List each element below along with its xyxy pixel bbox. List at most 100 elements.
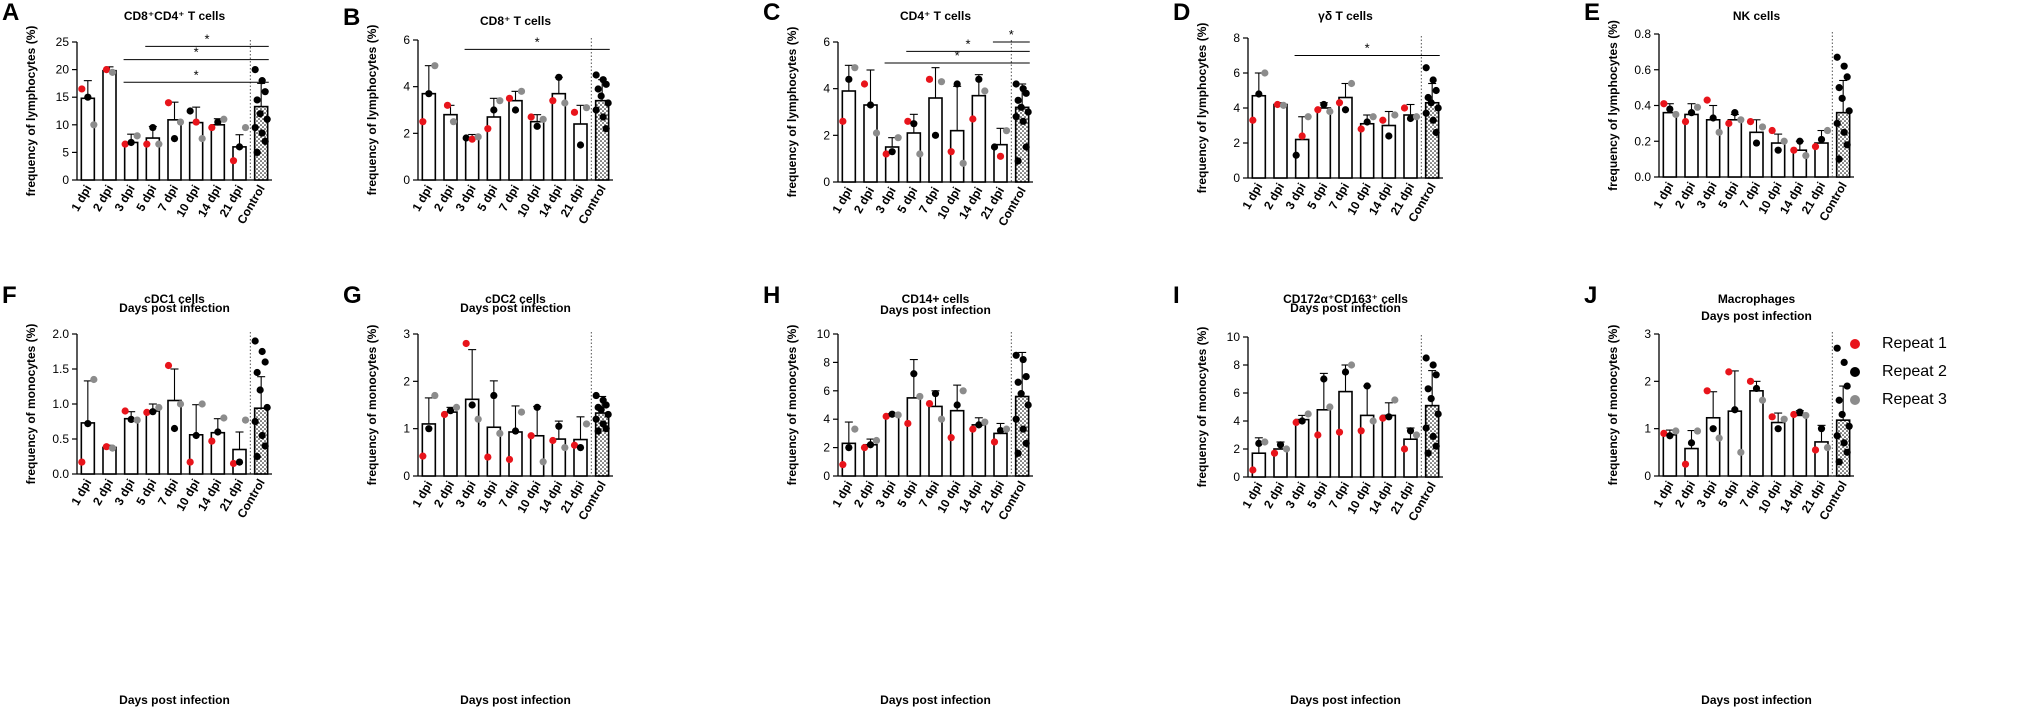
x-tick-label: 2 dpi	[851, 185, 877, 216]
significance-marker: *	[965, 36, 970, 51]
y-tick-label: 0.5	[52, 432, 69, 446]
legend-item-repeat-2: Repeat 2	[1850, 358, 1947, 386]
y-tick-label: 4	[823, 82, 830, 96]
data-point	[1774, 146, 1782, 154]
panel-letter: D	[1173, 0, 1190, 26]
data-point	[1843, 73, 1851, 81]
bar	[210, 124, 226, 181]
data-point	[1709, 114, 1717, 122]
data-point	[443, 101, 452, 109]
bar	[253, 407, 269, 475]
bar	[167, 119, 182, 181]
data-point	[931, 390, 940, 398]
data-point	[1752, 384, 1761, 393]
bar	[1705, 119, 1721, 178]
x-tick-label: 3 dpi	[112, 183, 138, 214]
x-tick-label: 2 dpi	[1261, 181, 1287, 212]
data-point	[1270, 449, 1279, 457]
bar	[1403, 114, 1418, 179]
y-tick-label: 25	[56, 35, 70, 49]
x-tick-label: 1 dpi	[1239, 480, 1265, 511]
data-point	[866, 101, 875, 109]
data-point	[440, 410, 449, 419]
data-point	[1746, 377, 1755, 385]
data-point	[555, 422, 563, 430]
x-tick-label: 1 dpi	[1650, 180, 1676, 211]
data-point	[1823, 444, 1832, 452]
bar	[1294, 138, 1310, 179]
data-point	[1758, 123, 1767, 131]
bar	[1273, 103, 1288, 179]
x-tick-label: 5 dpi	[133, 477, 159, 508]
bar	[123, 417, 139, 475]
y-axis-label: frequency of monocytes (%)	[24, 324, 38, 485]
data-point	[1681, 460, 1690, 468]
data-point	[505, 94, 514, 102]
y-tick-label: 10	[56, 118, 70, 132]
data-point	[149, 123, 157, 132]
data-point	[261, 88, 269, 96]
x-tick-label: 2 dpi	[851, 479, 877, 510]
data-point	[133, 416, 141, 424]
y-tick-label: 0	[1233, 171, 1240, 185]
data-point	[1363, 382, 1371, 390]
data-point	[261, 358, 269, 366]
bar	[1251, 452, 1267, 478]
data-point	[839, 117, 847, 125]
bar	[464, 398, 480, 477]
y-tick-label: 6	[823, 35, 830, 49]
data-point	[1326, 403, 1334, 411]
x-tick-label: 3 dpi	[1694, 180, 1720, 211]
data-point	[1341, 368, 1350, 376]
data-point	[1817, 425, 1826, 433]
data-point	[1014, 378, 1022, 386]
x-tick-label: 2 dpi	[431, 183, 457, 214]
panel-e: E NK cells 0.0 0.2 0.4 0.6 0.8 frequency of lym…	[1584, 0, 1854, 323]
bar	[928, 97, 943, 183]
y-tick-label: 2	[823, 441, 830, 455]
y-tick-label: 0.0	[52, 467, 69, 481]
data-point	[192, 431, 200, 440]
y-axis-label: frequency of lymphocytes (%)	[785, 27, 799, 198]
data-point	[253, 452, 261, 461]
x-tick-label: 2 dpi	[1672, 180, 1698, 211]
panel-c: C CD4⁺ T cells 0 2 4 6 frequency of lymphocyte…	[763, 0, 1033, 317]
data-point	[1817, 135, 1826, 144]
data-point	[1422, 64, 1430, 72]
data-point	[431, 62, 439, 70]
data-point	[1012, 415, 1020, 423]
bar	[1403, 438, 1418, 478]
x-tick-label: 5 dpi	[474, 479, 500, 510]
data-point	[1406, 114, 1415, 123]
data-point	[186, 107, 194, 115]
data-point	[1833, 53, 1841, 61]
bar	[971, 424, 987, 477]
data-point	[496, 429, 504, 437]
y-tick-label: 2	[1644, 374, 1651, 388]
bar	[884, 414, 900, 477]
y-axis-label: frequency of monocytes (%)	[785, 325, 799, 486]
data-point	[1427, 395, 1435, 403]
data-point	[594, 85, 602, 93]
data-point	[1833, 432, 1841, 440]
data-point	[1406, 427, 1415, 435]
panel-i: I CD172α⁺CD163⁺ cells 0 2 4 6 8 10 frequency of …	[1173, 282, 1443, 707]
data-point	[1012, 351, 1020, 359]
data-point	[192, 118, 200, 126]
bar	[421, 92, 437, 181]
data-point	[1326, 107, 1334, 116]
data-point	[925, 75, 934, 83]
data-point	[1379, 414, 1387, 422]
data-point	[425, 90, 433, 98]
data-point	[484, 125, 492, 133]
data-point	[937, 78, 946, 86]
bar	[80, 97, 96, 181]
data-point	[108, 444, 117, 452]
data-point	[1014, 96, 1022, 104]
data-point	[981, 87, 989, 95]
data-point	[1737, 116, 1745, 124]
data-point	[1790, 410, 1798, 419]
data-point	[1385, 413, 1393, 421]
